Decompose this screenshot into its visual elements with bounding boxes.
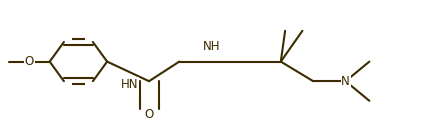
Text: HN: HN bbox=[121, 78, 138, 91]
Text: O: O bbox=[25, 55, 34, 68]
Text: N: N bbox=[341, 75, 350, 88]
Text: NH: NH bbox=[203, 40, 220, 53]
Text: O: O bbox=[144, 108, 154, 121]
